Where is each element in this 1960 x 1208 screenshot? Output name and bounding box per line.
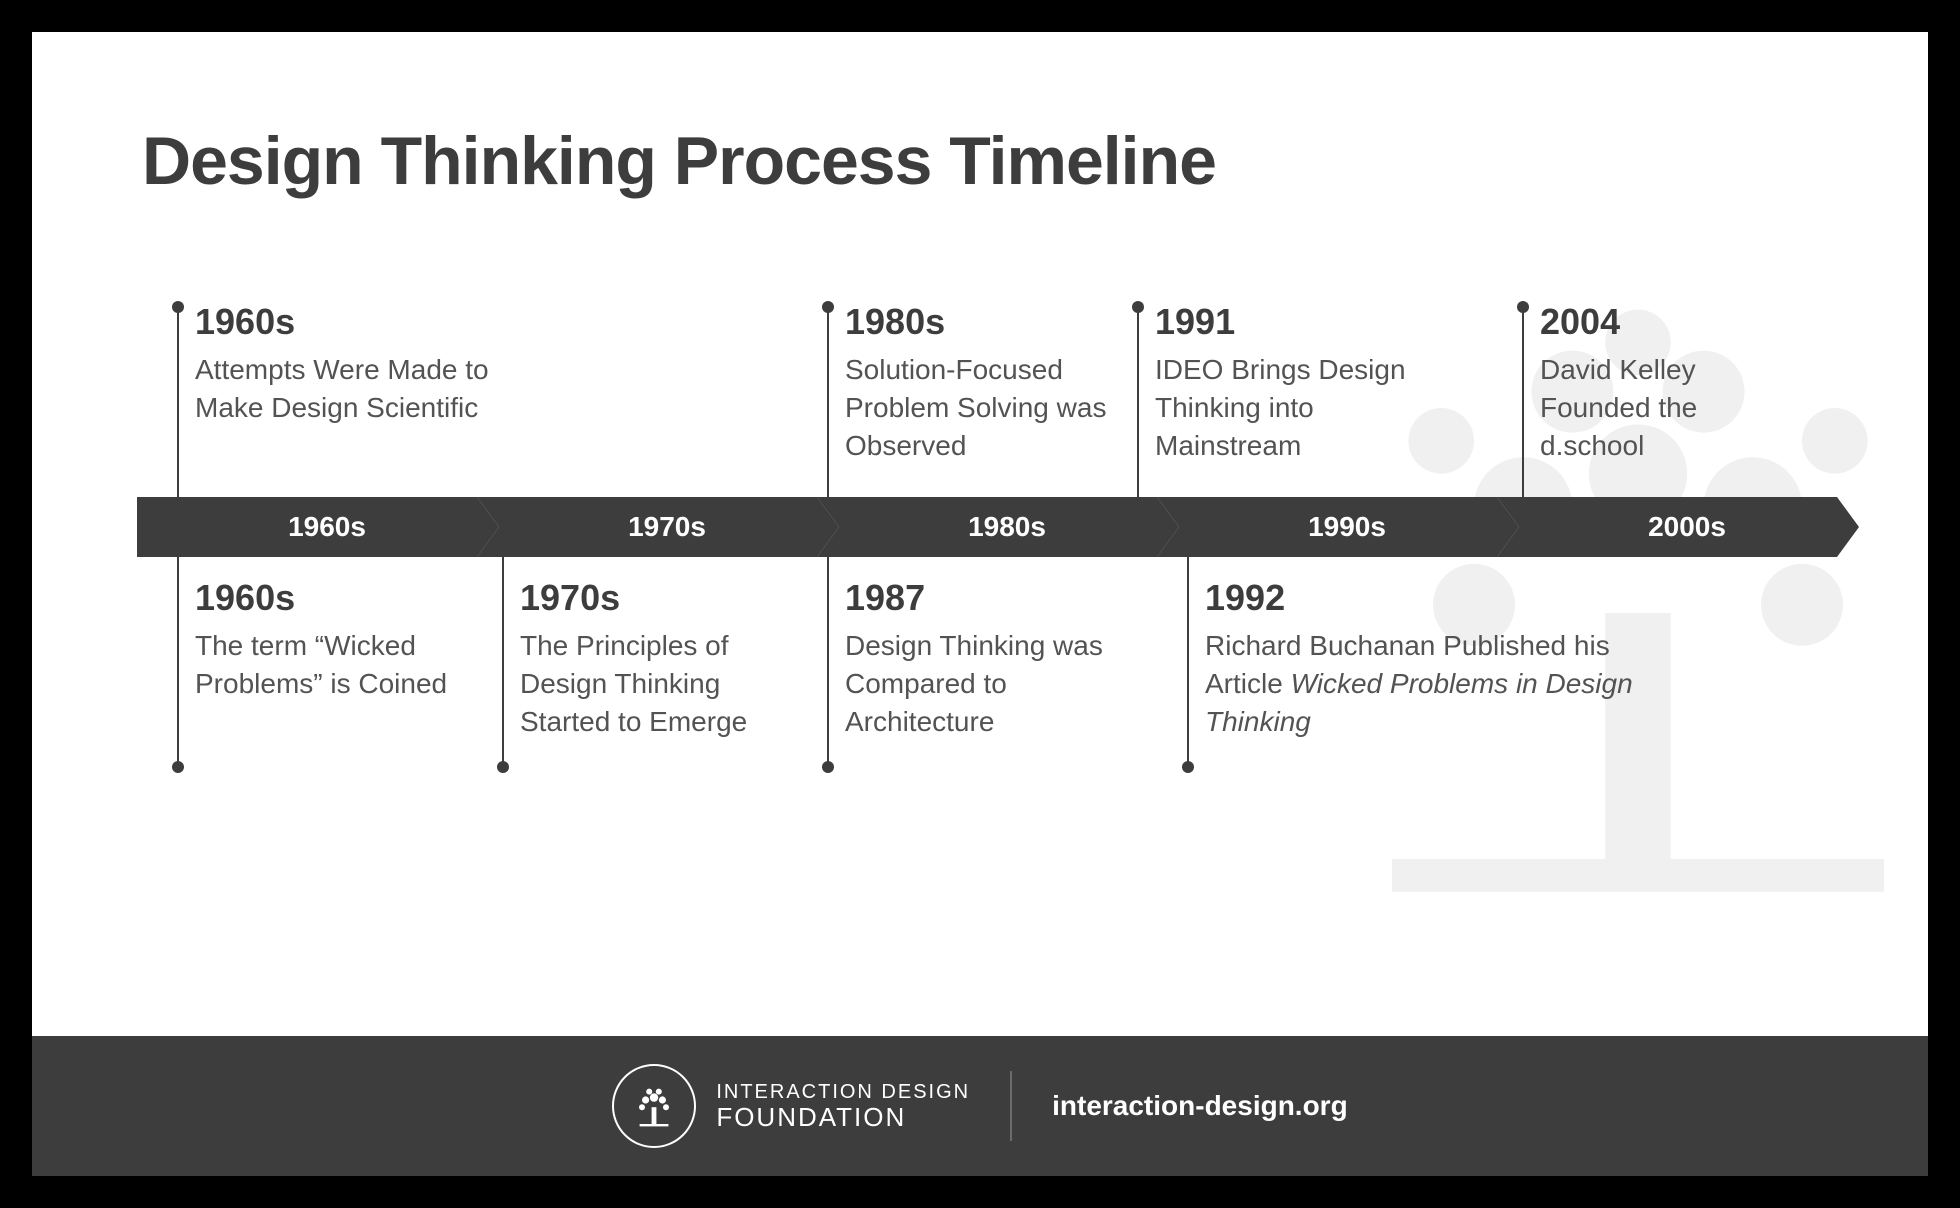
event-description: The Principles of Design Thinking Starte… xyxy=(520,627,812,740)
event-year: 1987 xyxy=(845,577,1127,619)
event-text: 1960s Attempts Were Made to Make Design S… xyxy=(195,301,537,427)
event-year: 2004 xyxy=(1540,301,1802,343)
ribbon-segment-2000s: 2000s xyxy=(1497,497,1837,557)
footer-org-text: INTERACTION DESIGN FOUNDATION xyxy=(716,1081,970,1132)
watermark-tree-icon xyxy=(1228,162,1928,982)
event-description: Attempts Were Made to Make Design Scient… xyxy=(195,351,537,427)
ribbon-segment-1990s: 1990s xyxy=(1157,497,1497,557)
event-stem xyxy=(827,307,829,497)
event-stem xyxy=(827,557,829,767)
event-text: 1960s The term “Wicked Problems” is Coine… xyxy=(195,577,477,703)
ribbon-label: 1970s xyxy=(628,511,706,543)
footer-org-line1: INTERACTION DESIGN xyxy=(716,1081,970,1103)
footer-url: interaction-design.org xyxy=(1052,1090,1348,1122)
event-text: 1987 Design Thinking was Compared to Arch… xyxy=(845,577,1127,740)
tree-logo-icon xyxy=(612,1064,696,1148)
footer-org: INTERACTION DESIGN FOUNDATION xyxy=(612,1064,970,1148)
event-stem xyxy=(177,307,179,497)
event-stem xyxy=(502,557,504,767)
event-description: Solution-Focused Problem Solving was Obs… xyxy=(845,351,1127,464)
event-text: 1992 Richard Buchanan Published his Artic… xyxy=(1205,577,1647,740)
event-dot-icon xyxy=(822,301,834,313)
event-dot-icon xyxy=(497,761,509,773)
event-stem xyxy=(1187,557,1189,767)
event-description: David Kelley Founded the d.school xyxy=(1540,351,1802,464)
ribbon-label: 1960s xyxy=(288,511,366,543)
event-year: 1992 xyxy=(1205,577,1647,619)
event-year: 1960s xyxy=(195,301,537,343)
event-stem xyxy=(177,557,179,767)
footer: INTERACTION DESIGN FOUNDATION interactio… xyxy=(32,1036,1928,1176)
infographic-frame: Design Thinking Process Timeline 1960s19… xyxy=(32,32,1928,1176)
event-year: 1960s xyxy=(195,577,477,619)
event-text: 1970s The Principles of Design Thinking S… xyxy=(520,577,812,740)
event-text: 1980s Solution-Focused Problem Solving wa… xyxy=(845,301,1127,464)
event-description: Richard Buchanan Published his Article W… xyxy=(1205,627,1647,740)
event-year: 1970s xyxy=(520,577,812,619)
footer-divider xyxy=(1010,1071,1012,1141)
event-dot-icon xyxy=(1132,301,1144,313)
event-year: 1991 xyxy=(1155,301,1417,343)
event-dot-icon xyxy=(1182,761,1194,773)
ribbon-label: 2000s xyxy=(1648,511,1726,543)
ribbon-segment-1960s: 1960s xyxy=(137,497,477,557)
event-description: Design Thinking was Compared to Architec… xyxy=(845,627,1127,740)
event-text: 2004 David Kelley Founded the d.school xyxy=(1540,301,1802,464)
event-dot-icon xyxy=(172,761,184,773)
ribbon-segment-1980s: 1980s xyxy=(817,497,1157,557)
page-title: Design Thinking Process Timeline xyxy=(142,122,1216,200)
event-text: 1991 IDEO Brings Design Thinking into Mai… xyxy=(1155,301,1417,464)
event-stem xyxy=(1522,307,1524,497)
ribbon-label: 1980s xyxy=(968,511,1046,543)
event-year: 1980s xyxy=(845,301,1127,343)
timeline-ribbon: 1960s 1970s 1980s 1990s 2000s xyxy=(137,497,1837,557)
footer-org-line2: FOUNDATION xyxy=(716,1103,970,1132)
ribbon-label: 1990s xyxy=(1308,511,1386,543)
event-dot-icon xyxy=(172,301,184,313)
event-dot-icon xyxy=(822,761,834,773)
event-dot-icon xyxy=(1517,301,1529,313)
event-description: The term “Wicked Problems” is Coined xyxy=(195,627,477,703)
ribbon-segment-1970s: 1970s xyxy=(477,497,817,557)
event-description: IDEO Brings Design Thinking into Mainstr… xyxy=(1155,351,1417,464)
event-stem xyxy=(1137,307,1139,497)
